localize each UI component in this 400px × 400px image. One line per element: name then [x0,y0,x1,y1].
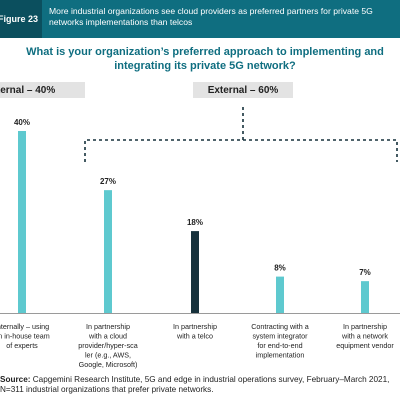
figure-label: Figure 23 [0,0,42,38]
chart-question: What is your organization’s preferred ap… [26,46,384,72]
bar-4 [276,276,284,313]
category-label-2-line-1: In partnership [86,322,130,331]
category-label-2-line-2: with a cloud [88,332,127,341]
external-group-label: External – 60% [193,82,293,98]
bar-5 [361,281,369,313]
data-label-1: 40% [14,118,30,127]
data-label-2: 27% [100,177,116,186]
category-label-1-line-2: an in-house team [0,332,50,341]
source-note: Source: Capgemini Research Institute, 5G… [0,375,400,395]
category-label-2-line-3: provider/hyper-sca [78,341,138,350]
external-group-bracket [84,139,398,162]
category-label-1-line-3: of experts [6,341,38,350]
bar-2 [104,190,112,313]
figure-header: Figure 23 More industrial organizations … [0,0,400,38]
category-label-2-line-5: Google, Microsoft) [79,360,138,369]
data-label-4: 8% [274,264,286,273]
category-label-4-line-2: system integrator [252,332,308,341]
category-label-5-line-1: In partnership [343,322,387,331]
data-label-3: 18% [187,218,203,227]
category-label-3-line-1: In partnership [173,322,217,331]
category-label-1-line-1: Internally – using [0,322,49,331]
bar-3 [191,231,199,313]
external-group-text: External – 60% [207,84,279,96]
category-label-2-line-4: ler (e.g., AWS, [85,351,131,360]
category-label-5-line-3: equipment vendor [336,341,394,350]
source-text: Capgemini Research Institute, 5G and edg… [0,375,390,394]
category-label-3-line-2: with a telco [176,332,213,341]
category-label-5-line-2: with a network [341,332,388,341]
internal-group-label: Internal – 40% [0,82,85,98]
bar-1 [18,131,26,313]
internal-group-text: Internal – 40% [0,84,56,96]
figure-title: More industrial organizations see cloud … [49,6,373,27]
category-label-4-line-4: implementation [256,351,305,360]
category-label-4-line-1: Contracting with a [251,322,309,331]
category-label-4-line-3: for end-to-end [257,341,302,350]
source-label: Source: [0,375,31,384]
data-label-5: 7% [359,268,371,277]
